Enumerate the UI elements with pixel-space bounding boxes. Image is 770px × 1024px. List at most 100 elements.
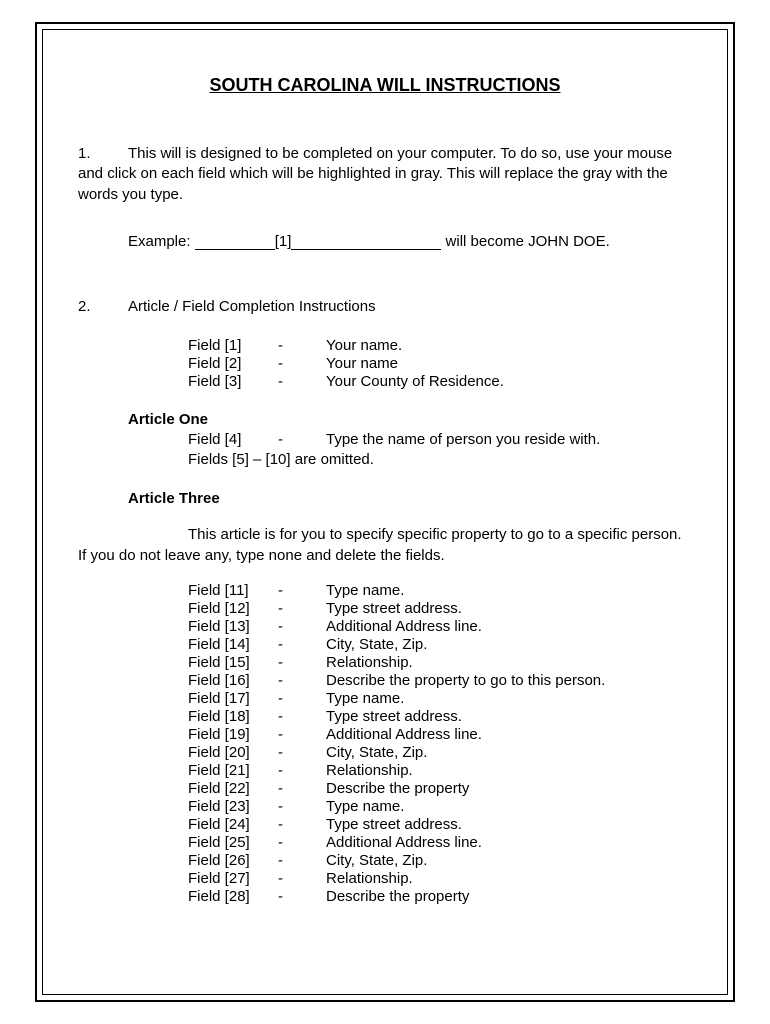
field-value: Type name. — [326, 690, 605, 708]
field-label: Field [3] — [188, 373, 278, 391]
field-value: Type street address. — [326, 600, 605, 618]
table-row: Field [28]-Describe the property — [188, 888, 605, 906]
table-row: Field [15]-Relationship. — [188, 654, 605, 672]
article-three-heading: Article Three — [128, 490, 692, 507]
blank-before — [195, 249, 275, 250]
section-2-heading: 2.Article / Field Completion Instruction… — [78, 298, 692, 315]
document-title: SOUTH CAROLINA WILL INSTRUCTIONS — [78, 75, 692, 96]
field-label: Field [22] — [188, 780, 278, 798]
field-value: Additional Address line. — [326, 618, 605, 636]
field-label: Field [26] — [188, 852, 278, 870]
field-dash: - — [278, 355, 326, 373]
table-row: Field [21]-Relationship. — [188, 762, 605, 780]
field-label: Field [28] — [188, 888, 278, 906]
field-label: Field [2] — [188, 355, 278, 373]
field-label: Field [23] — [188, 798, 278, 816]
field-value: Relationship. — [326, 870, 605, 888]
article-three-paragraph: This article is for you to specify speci… — [78, 525, 692, 566]
outer-border: SOUTH CAROLINA WILL INSTRUCTIONS 1.This … — [35, 22, 735, 1002]
field-value: Describe the property — [326, 888, 605, 906]
field-value: Type street address. — [326, 816, 605, 834]
table-row: Field [1]-Your name. — [188, 337, 504, 355]
table-row: Field [23]-Type name. — [188, 798, 605, 816]
field-value: Your name. — [326, 337, 504, 355]
field-dash: - — [278, 744, 326, 762]
field-value: Type street address. — [326, 708, 605, 726]
field-dash: - — [278, 337, 326, 355]
example-row: Example: [1] will become JOHN DOE. — [128, 233, 692, 250]
field-dash: - — [278, 654, 326, 672]
para1-text: This will is designed to be completed on… — [78, 145, 672, 203]
inner-border: SOUTH CAROLINA WILL INSTRUCTIONS 1.This … — [42, 29, 728, 995]
field-dash: - — [278, 870, 326, 888]
field-dash: - — [278, 798, 326, 816]
field-label: Field [13] — [188, 618, 278, 636]
table-row: Field [22]-Describe the property — [188, 780, 605, 798]
paragraph-1: 1.This will is designed to be completed … — [78, 144, 692, 205]
field-label: Field [12] — [188, 600, 278, 618]
table-row: Field [26]-City, State, Zip. — [188, 852, 605, 870]
fields-top-table: Field [1]-Your name.Field [2]-Your nameF… — [188, 337, 504, 391]
table-row: Field [13]-Additional Address line. — [188, 618, 605, 636]
field-value: Additional Address line. — [326, 726, 605, 744]
field-value: Your name — [326, 355, 504, 373]
field-label: Field [27] — [188, 870, 278, 888]
table-row: Field [12]-Type street address. — [188, 600, 605, 618]
field-dash: - — [278, 672, 326, 690]
table-row: Field [16]-Describe the property to go t… — [188, 672, 605, 690]
field-value: City, State, Zip. — [326, 744, 605, 762]
field-value: Relationship. — [326, 654, 605, 672]
table-row: Field [4] - Type the name of person you … — [188, 430, 600, 450]
field-label: Field [19] — [188, 726, 278, 744]
field-dash: - — [278, 618, 326, 636]
table-row: Field [19]-Additional Address line. — [188, 726, 605, 744]
field-label: Field [4] — [188, 430, 278, 450]
article-three-text: This article is for you to specify speci… — [78, 526, 682, 563]
field-label: Field [17] — [188, 690, 278, 708]
field-dash: - — [278, 600, 326, 618]
field-label: Field [1] — [188, 337, 278, 355]
field-label: Field [15] — [188, 654, 278, 672]
field-dash: - — [278, 852, 326, 870]
field-value: City, State, Zip. — [326, 636, 605, 654]
fields-long-table: Field [11]-Type name.Field [12]-Type str… — [188, 582, 605, 906]
field-dash: - — [278, 582, 326, 600]
example-tail: will become JOHN DOE. — [441, 233, 609, 250]
table-row: Field [14]-City, State, Zip. — [188, 636, 605, 654]
field-dash: - — [278, 708, 326, 726]
field-value: Describe the property to go to this pers… — [326, 672, 605, 690]
para2-text: Article / Field Completion Instructions — [128, 298, 376, 315]
para2-number: 2. — [78, 298, 128, 315]
field-dash: - — [278, 834, 326, 852]
table-row: Field [27]-Relationship. — [188, 870, 605, 888]
field-label: Field [14] — [188, 636, 278, 654]
article-one-heading: Article One — [128, 411, 692, 428]
field-dash: - — [278, 373, 326, 391]
table-row: Field [11]-Type name. — [188, 582, 605, 600]
example-mid: [1] — [275, 233, 292, 250]
table-row: Field [20]-City, State, Zip. — [188, 744, 605, 762]
field-dash: - — [278, 888, 326, 906]
field-label: Field [18] — [188, 708, 278, 726]
field-value: Type name. — [326, 582, 605, 600]
field-label: Field [11] — [188, 582, 278, 600]
field-value: Additional Address line. — [326, 834, 605, 852]
field-value: Type the name of person you reside with. — [326, 430, 600, 450]
table-row: Field [17]-Type name. — [188, 690, 605, 708]
field-dash: - — [278, 636, 326, 654]
field-value: Relationship. — [326, 762, 605, 780]
field-dash: - — [278, 816, 326, 834]
field-dash: - — [278, 430, 326, 450]
field-dash: - — [278, 726, 326, 744]
field-dash: - — [278, 690, 326, 708]
field-label: Field [21] — [188, 762, 278, 780]
field-value: Type name. — [326, 798, 605, 816]
field-label: Field [20] — [188, 744, 278, 762]
field-label: Field [24] — [188, 816, 278, 834]
table-row: Field [25]-Additional Address line. — [188, 834, 605, 852]
field-label: Field [16] — [188, 672, 278, 690]
blank-after — [291, 249, 441, 250]
field-value: City, State, Zip. — [326, 852, 605, 870]
table-row: Field [2]-Your name — [188, 355, 504, 373]
example-label: Example: — [128, 233, 191, 250]
